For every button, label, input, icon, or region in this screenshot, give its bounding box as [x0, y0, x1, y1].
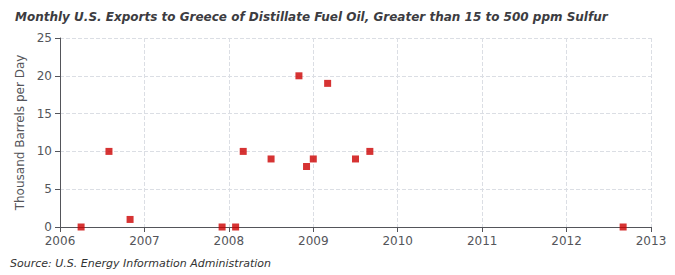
svg-text:10: 10	[37, 144, 52, 158]
svg-text:2008: 2008	[214, 234, 245, 248]
svg-text:2013: 2013	[636, 234, 667, 248]
svg-text:15: 15	[37, 107, 52, 121]
svg-text:Source: U.S. Energy Informatio: Source: U.S. Energy Information Administ…	[10, 257, 271, 270]
svg-text:2009: 2009	[298, 234, 329, 248]
svg-text:2012: 2012	[551, 234, 582, 248]
svg-text:Monthly U.S. Exports to Greece: Monthly U.S. Exports to Greece of Distil…	[15, 10, 609, 24]
svg-text:2006: 2006	[45, 234, 76, 248]
svg-text:2007: 2007	[129, 234, 160, 248]
svg-text:25: 25	[37, 31, 52, 45]
svg-text:2010: 2010	[382, 234, 413, 248]
svg-text:2011: 2011	[467, 234, 498, 248]
svg-text:Thousand Barrels per Day: Thousand Barrels per Day	[13, 55, 27, 212]
svg-text:5: 5	[44, 182, 52, 196]
svg-text:0: 0	[44, 220, 52, 234]
svg-text:20: 20	[37, 69, 52, 83]
